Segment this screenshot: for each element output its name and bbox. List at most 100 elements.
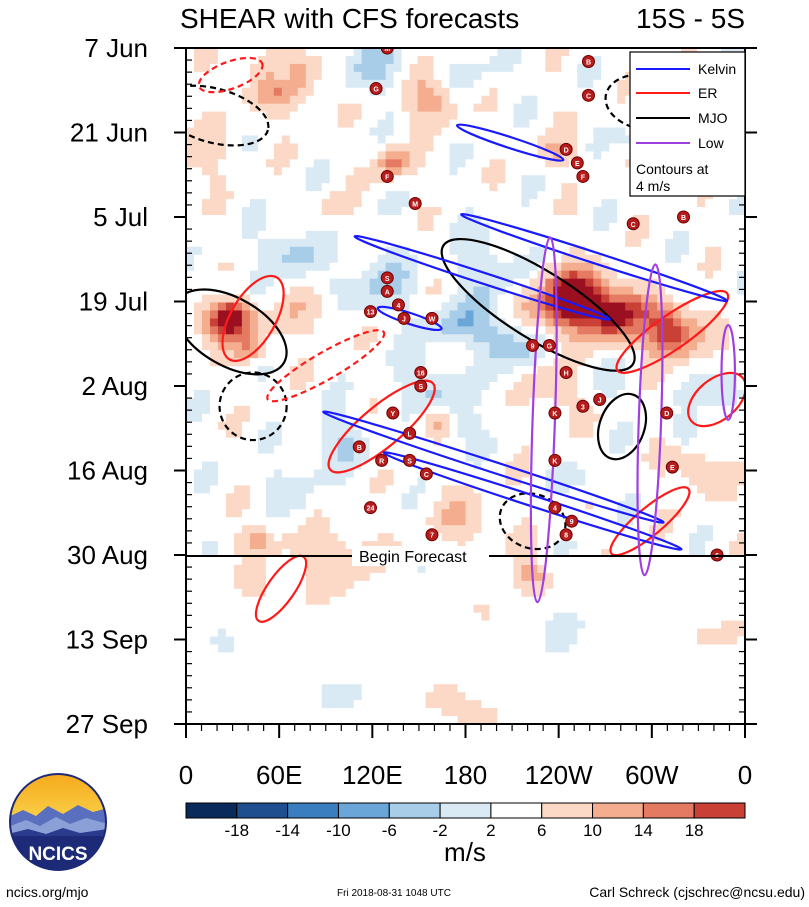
colorbar-swatch xyxy=(642,802,695,819)
storm-marker xyxy=(414,365,428,379)
storm-marker xyxy=(380,271,394,285)
colorbar-tick-label: 14 xyxy=(634,821,653,840)
storm-label: J xyxy=(598,398,602,405)
y-tick-label: 2 Aug xyxy=(81,371,148,401)
storm-label: Y xyxy=(390,411,395,418)
storm-marker xyxy=(593,393,607,407)
storm-marker xyxy=(548,501,562,515)
colorbar-swatch xyxy=(236,802,289,819)
colorbar-tick-label: 2 xyxy=(486,821,495,840)
er-contour xyxy=(221,274,285,362)
low-contour xyxy=(720,324,737,421)
kelvin-contour xyxy=(455,123,565,162)
x-tick-label: 120W xyxy=(525,760,593,790)
storm-label: A xyxy=(385,289,390,296)
storm-label: E xyxy=(575,161,580,168)
storm-label: E xyxy=(670,465,675,472)
mjo-contour xyxy=(186,288,288,376)
region-label: 15S - 5S xyxy=(636,3,745,34)
storm-label: K xyxy=(552,411,557,418)
colorbar-tick-label: 6 xyxy=(537,821,546,840)
y-tick-label: 27 Sep xyxy=(66,709,148,739)
storm-marker xyxy=(425,311,439,325)
low-contour xyxy=(636,263,664,577)
storm-label: S xyxy=(385,276,390,283)
colorbar-swatch xyxy=(439,802,492,819)
er-contour xyxy=(197,56,264,94)
storm-marker xyxy=(677,210,691,224)
storm-marker xyxy=(425,528,439,542)
colorbar-tick-label: 10 xyxy=(583,821,602,840)
storm-marker xyxy=(363,501,377,515)
storm-label: M xyxy=(384,46,390,53)
storm-label: 24 xyxy=(367,506,375,513)
storm-label: 4 xyxy=(396,303,400,310)
storm-label: K xyxy=(552,458,557,465)
kelvin-contour xyxy=(353,234,611,321)
mjo-contour xyxy=(218,371,288,442)
colorbar-swatch xyxy=(388,802,441,819)
legend-label-mjo: MJO xyxy=(698,110,728,126)
legend-note-line2: 4 m/s xyxy=(636,178,670,194)
storm-marker xyxy=(565,514,579,528)
storm-marker xyxy=(626,217,640,231)
er-contour xyxy=(327,379,436,474)
storm-marker xyxy=(380,169,394,183)
storm-marker xyxy=(414,379,428,393)
storm-label: H xyxy=(564,370,569,377)
storm-label: G xyxy=(373,87,379,94)
storm-marker xyxy=(665,460,679,474)
x-tick-label: 120E xyxy=(342,760,403,790)
colorbar-tick-label: 18 xyxy=(685,821,704,840)
storm-label: J xyxy=(402,316,406,323)
storm-marker xyxy=(403,426,417,440)
storm-marker xyxy=(408,196,422,210)
storm-label: C xyxy=(631,222,636,229)
storm-label: F xyxy=(385,174,390,181)
y-tick-label: 7 Jun xyxy=(84,33,148,63)
storm-marker xyxy=(576,169,590,183)
colorbar-tick-label: -2 xyxy=(433,821,448,840)
low-contour xyxy=(529,236,558,604)
storm-label: 8 xyxy=(564,533,568,540)
storm-marker xyxy=(386,406,400,420)
storm-label: 3 xyxy=(581,404,585,411)
storm-marker xyxy=(363,305,377,319)
storm-label: S xyxy=(407,458,412,465)
storm-marker xyxy=(369,82,383,96)
y-tick-label: 5 Jul xyxy=(93,202,148,232)
legend-label-low: Low xyxy=(698,135,725,151)
colorbar-tick-label: -18 xyxy=(225,821,250,840)
colorbar-swatch xyxy=(185,802,238,819)
legend-label-kelvin: Kelvin xyxy=(698,61,736,77)
storm-label: D xyxy=(564,147,569,154)
x-tick-label: 60E xyxy=(256,760,302,790)
kelvin-contour xyxy=(322,410,665,524)
storm-label: 9 xyxy=(570,519,574,526)
colorbar-swatch xyxy=(287,802,339,819)
storm-label: M xyxy=(412,201,418,208)
storm-marker xyxy=(559,528,573,542)
footer-url[interactable]: ncics.org/mjo xyxy=(6,884,89,900)
colorbar-tick-label: -6 xyxy=(382,821,397,840)
y-tick-label: 19 Jul xyxy=(79,287,148,317)
legend: Kelvin ER MJO Low Contours at 4 m/s xyxy=(629,51,746,197)
y-axis: 7 Jun 21 Jun 5 Jul 19 Jul 2 Aug 16 Aug 30 Aug 1… xyxy=(66,33,757,739)
ncics-logo: NCICS xyxy=(9,773,107,871)
storm-marker xyxy=(559,142,573,156)
x-tick-label: 0 xyxy=(738,760,752,790)
er-contour xyxy=(609,486,691,557)
x-tick-label: 180 xyxy=(444,760,487,790)
y-tick-label: 16 Aug xyxy=(67,456,148,486)
colorbar-swatch xyxy=(541,802,594,819)
storm-label: 9 xyxy=(531,343,535,350)
storm-label: L xyxy=(407,431,412,438)
storm-label: F xyxy=(581,174,586,181)
storm-marker xyxy=(391,298,405,312)
storm-label: D xyxy=(664,411,669,418)
colorbar-swatch xyxy=(337,802,390,819)
storm-marker xyxy=(548,453,562,467)
forecast-label: Begin Forecast xyxy=(359,549,467,566)
